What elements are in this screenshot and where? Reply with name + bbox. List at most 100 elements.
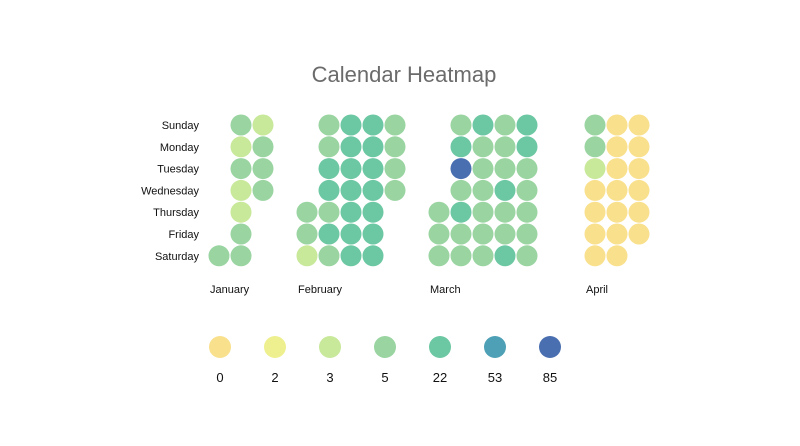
heatmap-cell xyxy=(472,136,494,158)
heatmap-cell xyxy=(362,245,384,267)
heatmap-cell xyxy=(472,158,494,180)
heatmap-cell xyxy=(362,201,384,223)
heatmap-cell xyxy=(318,223,340,245)
heatmap-cell xyxy=(384,158,406,180)
heatmap-cell xyxy=(472,114,494,136)
heatmap-cell xyxy=(472,223,494,245)
heatmap-cell xyxy=(472,179,494,201)
heatmap-cell xyxy=(340,201,362,223)
heatmap-cell xyxy=(494,136,516,158)
heatmap-cell xyxy=(628,158,650,180)
legend-swatch xyxy=(374,336,396,358)
heatmap-cell xyxy=(628,179,650,201)
heatmap-cell xyxy=(340,245,362,267)
heatmap-cell xyxy=(606,179,628,201)
heatmap-cell xyxy=(472,245,494,267)
heatmap-cell xyxy=(516,136,538,158)
heatmap-cell xyxy=(516,223,538,245)
month-march: March xyxy=(428,114,538,296)
heatmap-cell xyxy=(606,114,628,136)
months-group: January February March April xyxy=(208,114,650,296)
heatmap-cell xyxy=(340,158,362,180)
legend-label: 53 xyxy=(488,370,502,385)
heatmap-cell xyxy=(340,136,362,158)
heatmap-cell xyxy=(584,114,606,136)
heatmap-cell xyxy=(318,201,340,223)
day-label-thursday: Thursday xyxy=(153,207,199,219)
heatmap-cell xyxy=(628,136,650,158)
heatmap-cell xyxy=(318,114,340,136)
heatmap-cell xyxy=(516,114,538,136)
heatmap-cell xyxy=(450,223,472,245)
heatmap-cell xyxy=(296,201,318,223)
heatmap-cell xyxy=(428,245,450,267)
legend-label: 2 xyxy=(271,370,278,385)
heatmap-cell xyxy=(516,179,538,201)
heatmap-cell xyxy=(362,223,384,245)
heatmap-cell xyxy=(296,245,318,267)
heatmap-cell xyxy=(450,136,472,158)
heatmap-cell xyxy=(516,158,538,180)
heatmap-cell xyxy=(450,158,472,180)
heatmap-cell xyxy=(584,201,606,223)
month-label: April xyxy=(586,284,608,296)
heatmap-cell xyxy=(494,201,516,223)
heatmap-cell xyxy=(606,245,628,267)
heatmap-cell xyxy=(318,245,340,267)
heatmap-cell xyxy=(584,158,606,180)
heatmap-cell xyxy=(252,114,274,136)
legend: 0 2 3 5 22 53 85 xyxy=(209,336,561,385)
heatmap-cell xyxy=(628,201,650,223)
legend-swatch xyxy=(319,336,341,358)
heatmap-cell xyxy=(362,179,384,201)
month-label: January xyxy=(210,284,250,296)
heatmap-cell xyxy=(340,179,362,201)
heatmap-cell xyxy=(230,201,252,223)
day-label-friday: Friday xyxy=(168,229,199,241)
legend-label: 0 xyxy=(216,370,223,385)
heatmap-cell xyxy=(628,114,650,136)
day-label-wednesday: Wednesday xyxy=(141,185,199,197)
month-label: March xyxy=(430,284,461,296)
heatmap-cell xyxy=(208,245,230,267)
month-january: January xyxy=(208,114,274,296)
chart-title: Calendar Heatmap xyxy=(312,62,497,87)
legend-label: 22 xyxy=(433,370,447,385)
heatmap-cell xyxy=(296,223,318,245)
legend-swatch xyxy=(429,336,451,358)
heatmap-cell xyxy=(428,223,450,245)
heatmap-cell xyxy=(230,245,252,267)
heatmap-cell xyxy=(252,158,274,180)
heatmap-cell xyxy=(584,136,606,158)
heatmap-cell xyxy=(516,201,538,223)
heatmap-cell xyxy=(584,179,606,201)
heatmap-cell xyxy=(606,201,628,223)
heatmap-cell xyxy=(450,114,472,136)
legend-swatch xyxy=(264,336,286,358)
legend-label: 5 xyxy=(381,370,388,385)
heatmap-cell xyxy=(584,245,606,267)
heatmap-cell xyxy=(494,245,516,267)
month-label: February xyxy=(298,284,343,296)
heatmap-cell xyxy=(362,158,384,180)
heatmap-cell xyxy=(494,179,516,201)
heatmap-cell xyxy=(450,179,472,201)
heatmap-cell xyxy=(606,136,628,158)
heatmap-cell xyxy=(340,223,362,245)
day-labels: Sunday Monday Tuesday Wednesday Thursday Frid… xyxy=(141,120,199,263)
heatmap-cell xyxy=(230,136,252,158)
heatmap-cell xyxy=(516,245,538,267)
legend-label: 3 xyxy=(326,370,333,385)
heatmap-cell xyxy=(450,245,472,267)
legend-label: 85 xyxy=(543,370,557,385)
heatmap-cell xyxy=(362,136,384,158)
heatmap-cell xyxy=(450,201,472,223)
heatmap-cell xyxy=(230,223,252,245)
heatmap-cell xyxy=(494,223,516,245)
heatmap-cell xyxy=(252,136,274,158)
month-april: April xyxy=(584,114,650,296)
legend-swatch xyxy=(484,336,506,358)
heatmap-cell xyxy=(494,114,516,136)
heatmap-cell xyxy=(362,114,384,136)
heatmap-cell xyxy=(384,179,406,201)
